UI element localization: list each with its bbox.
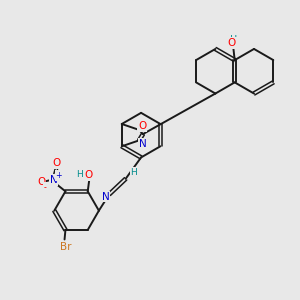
Text: H: H bbox=[230, 35, 237, 45]
Text: O: O bbox=[228, 38, 236, 48]
Text: O: O bbox=[52, 158, 61, 168]
Text: Br: Br bbox=[60, 242, 72, 252]
Text: N: N bbox=[139, 139, 147, 149]
Text: +: + bbox=[56, 171, 62, 180]
Text: H: H bbox=[76, 170, 83, 179]
Text: O: O bbox=[138, 121, 146, 131]
Text: N: N bbox=[102, 192, 110, 202]
Text: N: N bbox=[50, 175, 57, 185]
Text: H: H bbox=[130, 168, 137, 177]
Text: O: O bbox=[84, 170, 92, 180]
Text: O: O bbox=[37, 176, 45, 187]
Text: -: - bbox=[44, 183, 47, 192]
